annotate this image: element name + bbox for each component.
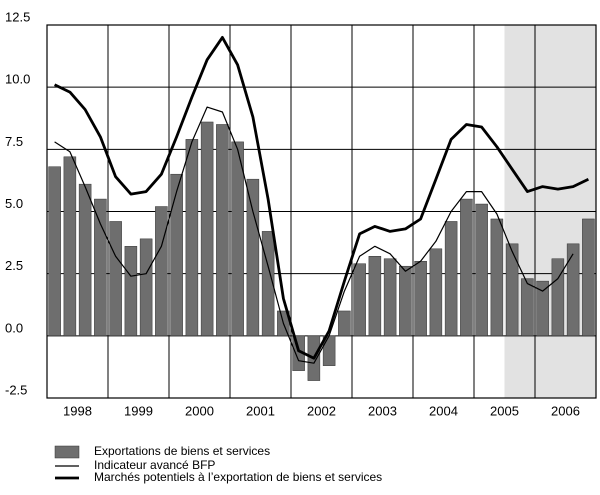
bar — [582, 218, 595, 337]
x-tick-label: 1999 — [124, 403, 153, 418]
y-tick-label: 10.0 — [5, 72, 30, 87]
bar — [124, 246, 138, 337]
x-tick-label: 2004 — [429, 403, 458, 418]
bar — [414, 260, 427, 337]
legend-label: Exportations de biens et services — [94, 444, 270, 458]
bar — [399, 265, 412, 337]
line — [54, 106, 574, 364]
x-tick-label: 2003 — [368, 403, 397, 418]
bar — [185, 139, 199, 337]
bar — [383, 258, 397, 337]
bar — [521, 278, 534, 337]
bar — [170, 173, 183, 337]
y-tick-label: 2.5 — [5, 258, 23, 273]
y-tick-label: -2.5 — [5, 382, 27, 397]
x-tick-label: 2002 — [307, 403, 336, 418]
bar — [368, 256, 382, 337]
bar — [490, 218, 504, 337]
y-tick-label: 7.5 — [5, 134, 23, 149]
bar — [460, 198, 473, 337]
x-tick-label: 2000 — [185, 403, 214, 418]
bar — [94, 198, 107, 337]
bar — [505, 243, 519, 337]
bar — [566, 243, 580, 337]
legend-swatch — [54, 445, 80, 459]
legend: Exportations de biens et servicesIndicat… — [54, 444, 382, 484]
x-tick-label: 2001 — [246, 403, 275, 418]
plot-border — [46, 24, 597, 399]
x-tick-label: 2006 — [551, 403, 580, 418]
bar — [536, 280, 549, 337]
bar — [231, 141, 244, 337]
bar — [155, 206, 168, 337]
bar — [78, 183, 92, 337]
y-tick-label: 12.5 — [5, 9, 30, 24]
bar — [216, 124, 229, 337]
legend-label: Marchés potentiels à l’exportation de bi… — [94, 470, 382, 484]
legend-label: Indicateur avancé BFP — [94, 458, 215, 472]
y-tick-label: 5.0 — [5, 196, 23, 211]
bar — [551, 258, 565, 337]
bar — [109, 221, 122, 337]
bar — [139, 238, 153, 337]
bar — [48, 166, 61, 337]
y-tick-label: 0.0 — [5, 320, 23, 335]
bar — [63, 156, 77, 337]
bar — [444, 221, 458, 337]
bar — [429, 248, 443, 337]
bar — [338, 310, 351, 337]
line — [53, 36, 590, 360]
x-tick-label: 1998 — [63, 403, 92, 418]
bar — [475, 203, 488, 337]
bar — [353, 263, 366, 337]
bar — [200, 121, 214, 337]
bar — [246, 178, 260, 337]
x-tick-label: 2005 — [490, 403, 519, 418]
